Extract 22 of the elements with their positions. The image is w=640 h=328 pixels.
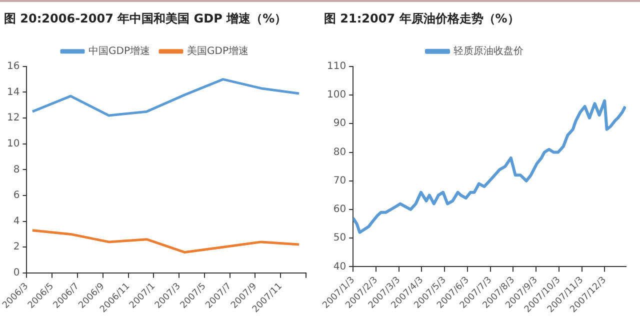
y-tick-label: 100 [326, 90, 346, 101]
legend-label: 美国GDP增速 [187, 44, 248, 57]
y-tick-label: 80 [333, 146, 346, 158]
chart-title: 图 21:2007 年原油价格走势（%） [324, 11, 520, 26]
y-tick-label: 70 [333, 175, 346, 186]
y-tick-label: 6 [13, 190, 20, 202]
y-tick-label: 90 [333, 118, 346, 130]
y-tick-label: 0 [13, 268, 20, 279]
y-tick-label: 14 [6, 86, 20, 98]
chart-title: 图 20:2006-2007 年中国和美国 GDP 增速（%） [4, 11, 287, 26]
y-tick-label: 50 [333, 232, 346, 244]
y-tick-label: 16 [6, 60, 20, 72]
y-tick-label: 60 [333, 204, 346, 216]
y-tick-label: 2 [13, 242, 20, 253]
legend-label: 中国GDP增速 [88, 44, 150, 57]
y-tick-label: 40 [333, 261, 346, 272]
y-tick-label: 110 [326, 60, 346, 72]
y-tick-label: 4 [13, 216, 20, 227]
legend-label: 轻质原油收盘价 [454, 44, 524, 57]
y-tick-label: 10 [6, 138, 20, 150]
y-tick-label: 8 [13, 164, 20, 176]
y-tick-label: 12 [6, 112, 20, 124]
